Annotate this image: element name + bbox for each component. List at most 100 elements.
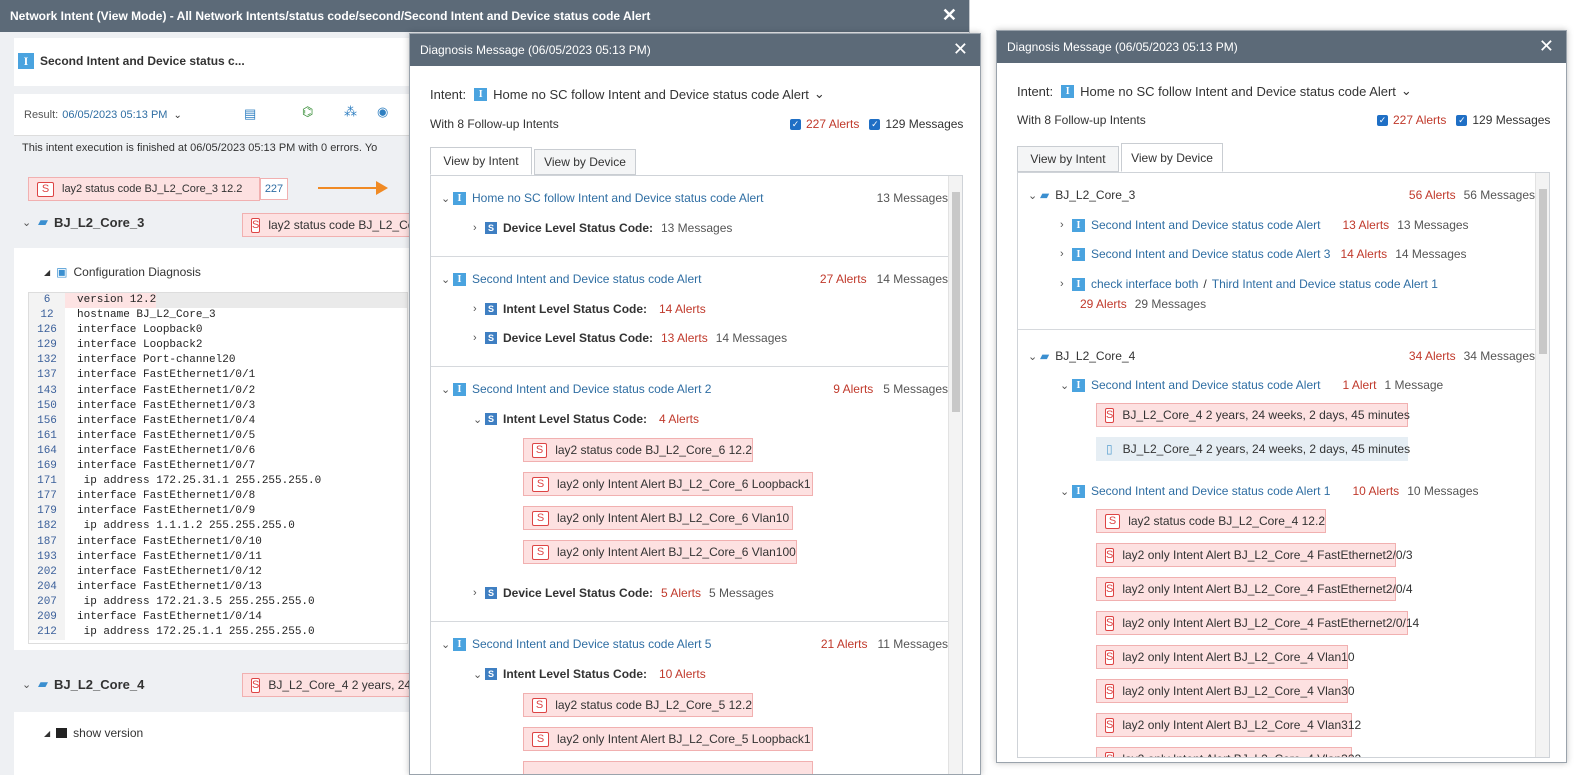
close-icon[interactable]: ✕ — [1538, 36, 1554, 56]
alert-count-badge[interactable]: 227 — [260, 178, 288, 200]
intent-group-title[interactable]: Second Intent and Device status code Ale… — [472, 637, 712, 651]
intent-link[interactable]: Second Intent and Device status code Ale… — [1091, 247, 1331, 261]
scrollbar[interactable] — [1535, 173, 1549, 757]
chevron-down-icon[interactable]: ⌄ — [1400, 83, 1412, 98]
intent-group-title[interactable]: Home no SC follow Intent and Device stat… — [472, 191, 764, 205]
chevron-down-icon[interactable]: ⌄ — [441, 383, 451, 396]
alert-item-text: lay2 only Intent Alert BJ_L2_Core_4 Vlan… — [1122, 684, 1355, 698]
device2-header[interactable]: ⌄ ▰ BJ_L2_Core_4 — [22, 676, 144, 692]
chevron-right-icon[interactable]: › — [473, 303, 477, 315]
tab-view-by-device[interactable]: View by Device — [1121, 143, 1223, 172]
config-line: 132 interface Port-channel20 — [29, 353, 407, 369]
chevron-right-icon[interactable]: › — [1060, 248, 1064, 260]
message-item[interactable]: ▯ BJ_L2_Core_4 2 years, 24 weeks, 2 days… — [1096, 437, 1410, 461]
tab-view-by-intent[interactable]: View by Intent — [1017, 146, 1119, 172]
chevron-right-icon[interactable]: › — [1060, 278, 1064, 290]
chevron-down-icon[interactable]: ⌄ — [1028, 189, 1038, 202]
config-title: Configuration Diagnosis — [73, 265, 201, 279]
row-label: Device Level Status Code: — [503, 586, 654, 600]
eye-icon[interactable]: ◉ — [377, 104, 389, 119]
alert-item-text: lay2 only Intent Alert BJ_L2_Core_4 Vlan… — [1122, 718, 1362, 732]
chevron-right-icon[interactable]: › — [473, 587, 477, 599]
checkbox-icon[interactable]: ✓ — [1377, 114, 1388, 126]
intent-link[interactable]: Second Intent and Device status code Ale… — [1091, 218, 1321, 232]
status-code-icon: S — [1105, 751, 1115, 757]
chevron-down-icon[interactable]: ⌄ — [22, 678, 32, 691]
chevron-down-icon[interactable]: ⌄ — [1060, 379, 1070, 392]
device1-alert[interactable]: S lay2 status code BJ_L2_Co — [242, 213, 414, 237]
topology-icon[interactable]: ⌬ — [302, 104, 314, 119]
intent-select[interactable]: Home no SC follow Intent and Device stat… — [493, 86, 809, 102]
intent-link[interactable]: Second Intent and Device status code Ale… — [1091, 484, 1331, 498]
row-alerts: 1 Alert — [1342, 378, 1377, 392]
tab-view-by-intent[interactable]: View by Intent — [430, 147, 532, 175]
alert-item[interactable]: S BJ_L2_Core_4 2 years, 24 weeks, 2 days,… — [1096, 403, 1410, 427]
chevron-down-icon[interactable]: ⌄ — [813, 86, 825, 101]
device-name[interactable]: BJ_L2_Core_3 — [1055, 188, 1136, 202]
clipboard-icon[interactable]: ▤ — [244, 106, 257, 121]
alert-item[interactable] — [523, 761, 813, 774]
chevron-right-icon[interactable]: › — [473, 222, 477, 234]
row-messages: 29 Messages — [1134, 297, 1207, 311]
chevron-down-icon[interactable]: ⌄ — [473, 413, 483, 426]
chevron-down-icon[interactable]: ⌄ — [441, 192, 451, 205]
line-number: 132 — [29, 353, 65, 369]
chevron-down-icon[interactable]: ⌄ — [441, 273, 451, 286]
chevron-down-icon[interactable]: ⌄ — [1060, 485, 1070, 498]
close-icon[interactable]: ✕ — [952, 39, 968, 59]
intent-link[interactable]: Second Intent and Device status code Ale… — [1091, 378, 1321, 392]
close-icon[interactable]: ✕ — [941, 5, 957, 25]
checkbox-icon[interactable]: ✓ — [1456, 114, 1468, 126]
line-text: interface Loopback2 — [77, 339, 203, 352]
device2-alert[interactable]: S BJ_L2_Core_4 2 years, 24 — [242, 673, 412, 697]
row-label: Intent Level Status Code: — [503, 412, 648, 426]
intent-link[interactable]: Third Intent and Device status code Aler… — [1211, 277, 1438, 291]
alert-item-text: lay2 only Intent Alert BJ_L2_Core_4 Fast… — [1122, 548, 1413, 562]
device2-alert-text: BJ_L2_Core_4 2 years, 24 — [268, 678, 412, 692]
checkbox-icon[interactable]: ✓ — [869, 118, 881, 130]
line-number: 129 — [29, 338, 65, 354]
chevron-down-icon[interactable]: ⌄ — [473, 668, 483, 681]
chevron-down-icon[interactable]: ⌄ — [1028, 350, 1038, 363]
status-icon: S — [485, 587, 497, 599]
scrollbar[interactable] — [948, 176, 962, 774]
tab-view-by-device[interactable]: View by Device — [534, 149, 636, 175]
map-icon[interactable]: ⁂ — [344, 104, 357, 119]
chevron-down-icon[interactable]: ⌄ — [173, 109, 182, 121]
result-dropdown[interactable]: 06/05/2023 05:13 PM — [62, 109, 168, 121]
top-alert[interactable]: S lay2 status code BJ_L2_Core_3 12.2 — [28, 177, 260, 201]
chevron-right-icon[interactable]: › — [473, 332, 477, 344]
triangle-icon[interactable]: ◢ — [44, 267, 51, 277]
device-name[interactable]: BJ_L2_Core_4 — [1055, 349, 1136, 363]
intent-select[interactable]: Home no SC follow Intent and Device stat… — [1080, 83, 1396, 99]
triangle-icon[interactable]: ◢ — [44, 728, 51, 738]
show-version-panel: ◢ show version — [14, 712, 414, 775]
chevron-down-icon[interactable]: ⌄ — [441, 638, 451, 651]
status-code-icon: S — [532, 442, 548, 458]
status-icon: S — [485, 332, 497, 344]
line-text: interface FastEthernet1/0/2 — [77, 384, 256, 397]
chevron-right-icon[interactable]: › — [1060, 219, 1064, 231]
intent-group-title[interactable]: Second Intent and Device status code Ale… — [472, 382, 712, 396]
intent-link[interactable]: check interface both — [1091, 277, 1199, 291]
checkbox-icon[interactable]: ✓ — [790, 118, 801, 130]
intent-group-title[interactable]: Second Intent and Device status code Ale… — [472, 272, 702, 286]
show-version-label: show version — [73, 726, 144, 740]
config-line: 6 version 12.2 — [29, 293, 407, 309]
device1-header[interactable]: ⌄ ▰ BJ_L2_Core_3 — [22, 214, 144, 230]
chevron-down-icon[interactable]: ⌄ — [22, 216, 32, 229]
